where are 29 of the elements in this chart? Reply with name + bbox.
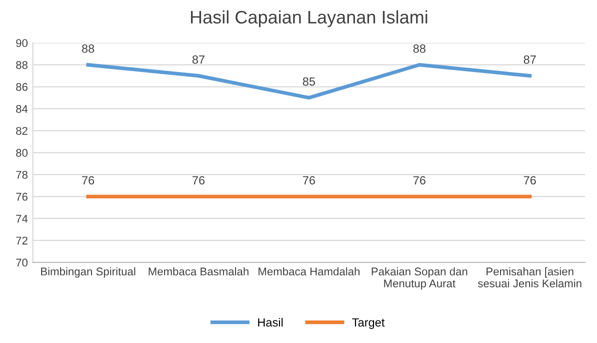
y-tick-label: 72: [16, 236, 28, 244]
x-tick-label: Membaca Hamdalah: [258, 267, 360, 276]
chart-title: Hasil Capaian Layanan Islami: [191, 10, 428, 28]
data-label: 76: [302, 176, 315, 184]
data-label: 76: [413, 176, 426, 184]
legend-label: Target: [352, 318, 385, 329]
data-label: 76: [82, 176, 94, 184]
data-label: 85: [302, 77, 316, 86]
y-tick-label: 80: [16, 148, 28, 157]
y-tick-label: 74: [16, 214, 28, 223]
x-tick-label: Membaca Basmalah: [148, 267, 248, 276]
x-tick-label: Pakaian Sopan dan Menutup Aurat: [372, 267, 468, 290]
data-label: 76: [192, 176, 205, 184]
x-tick-label: Bimbingan Spiritual: [41, 267, 136, 278]
legend-label: Hasil: [258, 318, 283, 327]
y-tick-label: 76: [16, 192, 28, 201]
y-tick-label: 90: [16, 39, 28, 48]
y-tick-label: 84: [16, 105, 28, 113]
y-tick-label: 70: [16, 258, 28, 267]
x-tick-label: Pemisahan [asien sesuai Jenis Kelamin: [478, 267, 582, 288]
y-tick-label: 88: [16, 61, 28, 69]
data-label: 87: [192, 55, 204, 64]
data-label: 87: [524, 55, 536, 64]
y-tick-label: 78: [16, 170, 28, 179]
y-tick-label: 82: [16, 126, 28, 135]
y-tick-label: 86: [16, 83, 28, 91]
data-label: 88: [82, 44, 94, 53]
data-label: 88: [413, 44, 426, 53]
data-label: 76: [524, 176, 536, 184]
